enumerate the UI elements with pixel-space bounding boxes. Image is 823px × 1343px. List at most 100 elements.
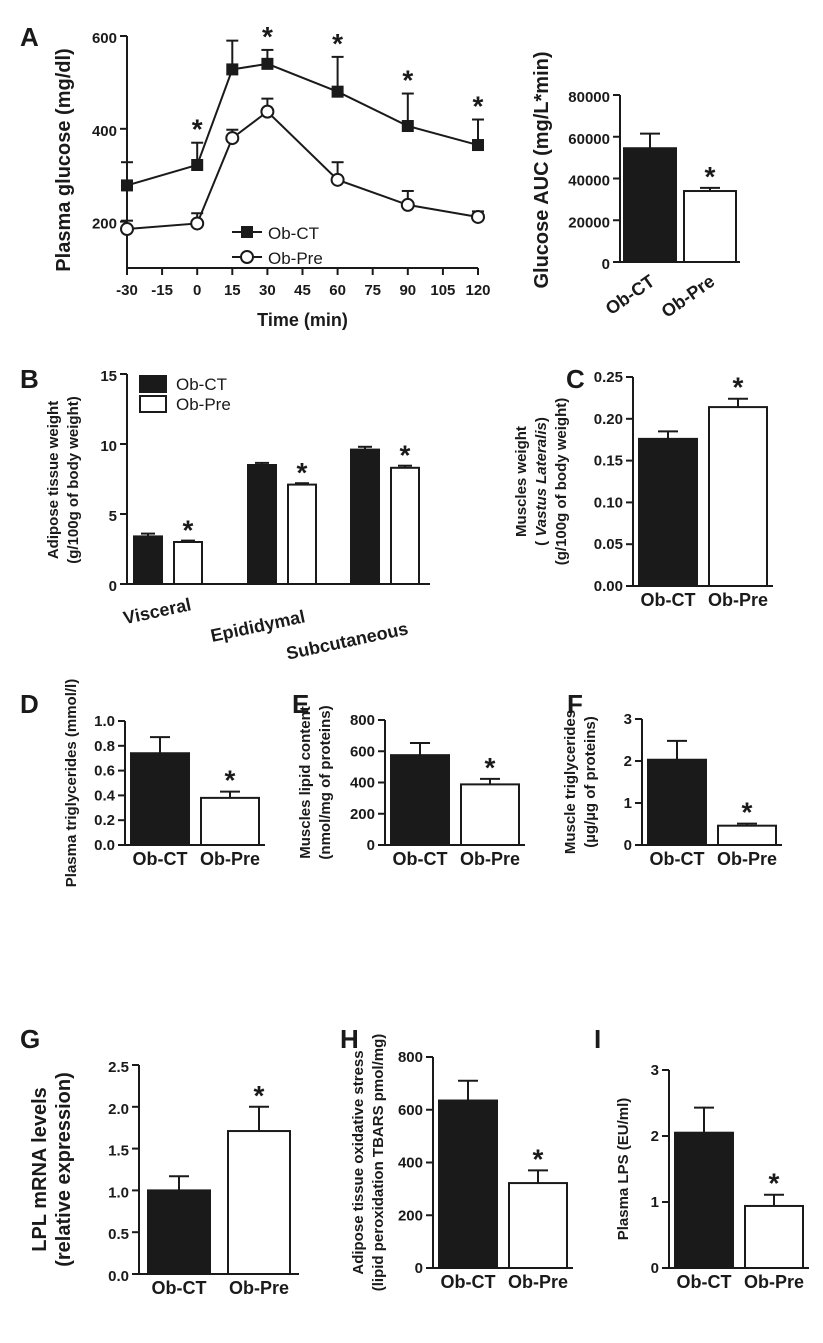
panel-a-x-tick-label: 15 xyxy=(224,282,241,299)
bar-ob-ct xyxy=(130,752,190,846)
bar-ob-pre-epididymal xyxy=(287,483,317,586)
panel-f-y-tick-label: 1 xyxy=(624,795,632,812)
panel-d-y-tick-label: 0.6 xyxy=(94,763,115,780)
significance-star: * xyxy=(473,91,484,122)
panel-a-y-tick-label: 200 xyxy=(92,216,117,233)
bar-ob-ct-subcutaneous xyxy=(350,448,380,585)
significance-star: * xyxy=(705,161,716,192)
panel-b-y-label: (g/100g of body weight) xyxy=(65,396,82,564)
significance-star: * xyxy=(769,1168,780,1199)
legend-swatch-ob-ct xyxy=(139,375,167,393)
panel-g-y-tick-label: 2.5 xyxy=(108,1059,129,1076)
significance-star: * xyxy=(400,440,411,471)
panel-a-x-tick-label: -30 xyxy=(116,282,138,299)
x-tick-label: Visceral xyxy=(121,594,192,628)
panel-i-y-label: Plasma LPS (EU/ml) xyxy=(615,1098,632,1241)
x-tick-label: Ob-CT xyxy=(133,849,188,869)
panel-b-y-tick-label: 10 xyxy=(100,438,117,455)
x-tick-label: Ob-CT xyxy=(393,849,448,869)
panel-a2-y-tick-label: 20000 xyxy=(568,214,610,231)
panel-b-y-tick-label: 15 xyxy=(100,368,117,385)
panel-label-e: E xyxy=(292,689,309,719)
bar-ob-pre xyxy=(508,1182,568,1270)
panel-a-x-tick-label: 90 xyxy=(399,282,416,299)
significance-star: * xyxy=(225,765,236,796)
significance-star: * xyxy=(533,1143,544,1174)
bar-ob-pre xyxy=(717,824,777,846)
panel-label-g: G xyxy=(20,1024,40,1054)
panel-a2-y-label: Glucose AUC (mg/L*min) xyxy=(531,51,553,288)
series-line-ob-ct xyxy=(126,62,479,187)
data-point-ob-pre xyxy=(400,197,415,212)
panel-label-c: C xyxy=(566,364,585,394)
significance-star: * xyxy=(332,28,343,59)
data-point-ob-pre xyxy=(330,172,345,187)
panel-g-y-tick-label: 2.0 xyxy=(108,1101,129,1118)
significance-star: * xyxy=(297,457,308,488)
panel-a-x-tick-label: 120 xyxy=(465,282,490,299)
panel-d-y-tick-label: 0.0 xyxy=(94,837,115,854)
legend-label-ob-ct: Ob-CT xyxy=(176,375,227,394)
panel-a-y-label: Plasma glucose (mg/dl) xyxy=(53,48,75,271)
bar-ob-ct xyxy=(638,437,698,588)
panel-h-y-tick-label: 200 xyxy=(398,1207,423,1224)
panel-a-x-tick-label: 0 xyxy=(193,282,201,299)
legend-label-ob-pre: Ob-Pre xyxy=(176,395,231,414)
legend-marker-ob-ct xyxy=(241,226,253,238)
x-tick-label: Ob-CT xyxy=(641,590,696,610)
x-tick-label: Ob-Pre xyxy=(708,590,768,610)
panel-i-y-tick-label: 1 xyxy=(651,1194,659,1211)
panel-e-y-tick-label: 0 xyxy=(367,837,375,854)
significance-star: * xyxy=(485,752,496,783)
panel-i-y-tick-label: 2 xyxy=(651,1128,659,1145)
panel-h-y-tick-label: 0 xyxy=(415,1260,423,1277)
x-tick-label: Ob-Pre xyxy=(744,1272,804,1292)
bar-ob-ct xyxy=(674,1131,734,1269)
x-tick-label: Ob-CT xyxy=(441,1272,496,1292)
panel-d-y-label: Plasma triglycerides (mmol/l) xyxy=(63,679,80,887)
data-point-ob-ct xyxy=(121,179,133,192)
panel-c-y-tick-label: 0.25 xyxy=(594,369,623,386)
panel-e-y-tick-label: 600 xyxy=(350,743,375,760)
panel-a-y-tick-label: 400 xyxy=(92,123,117,140)
panel-label-i: I xyxy=(594,1024,601,1054)
panel-b-y-tick-label: 0 xyxy=(109,578,117,595)
legend-swatch-ob-pre xyxy=(139,395,167,413)
panel-label-b: B xyxy=(20,364,39,394)
data-point-ob-pre xyxy=(120,222,134,237)
panel-e-y-tick-label: 400 xyxy=(350,775,375,792)
panel-a2-y-tick-label: 40000 xyxy=(568,173,610,190)
panel-label-h: H xyxy=(340,1024,359,1054)
bar-ob-pre xyxy=(460,783,520,846)
x-tick-label: Ob-CT xyxy=(677,1272,732,1292)
panel-h-y-tick-label: 800 xyxy=(398,1049,423,1066)
bar-ob-pre xyxy=(200,796,260,847)
significance-star: * xyxy=(402,65,413,96)
significance-star: * xyxy=(262,21,273,52)
bar-ob-ct-visceral xyxy=(133,535,163,586)
x-tick-label: Ob-Pre xyxy=(658,271,719,322)
data-point-ob-ct xyxy=(191,158,204,171)
panel-a-x-tick-label: 45 xyxy=(294,282,311,299)
panel-a-x-tick-label: 105 xyxy=(430,282,455,299)
panel-c-y-tick-label: 0.05 xyxy=(594,536,623,553)
bar-ob-ct xyxy=(390,754,450,846)
panel-d-y-tick-label: 0.4 xyxy=(94,787,116,804)
panel-a2-y-tick-label: 0 xyxy=(602,256,610,273)
panel-b-y-tick-label: 5 xyxy=(109,508,117,525)
panel-a2-y-tick-label: 60000 xyxy=(568,131,610,148)
panel-h-y-label: Adipose tissue oxidative stress xyxy=(350,1050,367,1274)
panel-a-x-tick-label: 75 xyxy=(364,282,381,299)
panel-c-y-label: ( Vastus Lateralis) xyxy=(533,417,550,546)
panel-a-y-tick-label: 600 xyxy=(92,30,117,47)
significance-star: * xyxy=(183,515,194,546)
panel-e-y-tick-label: 800 xyxy=(350,712,375,729)
bar-ob-pre-subcutaneous xyxy=(390,466,420,585)
data-point-ob-pre xyxy=(471,209,485,224)
panel-d-y-tick-label: 0.8 xyxy=(94,738,115,755)
bar-ob-ct xyxy=(647,758,707,846)
significance-star: * xyxy=(192,114,203,145)
panel-c-y-label: (g/100g of body weight) xyxy=(553,398,570,566)
x-tick-label: Ob-CT xyxy=(602,271,659,319)
